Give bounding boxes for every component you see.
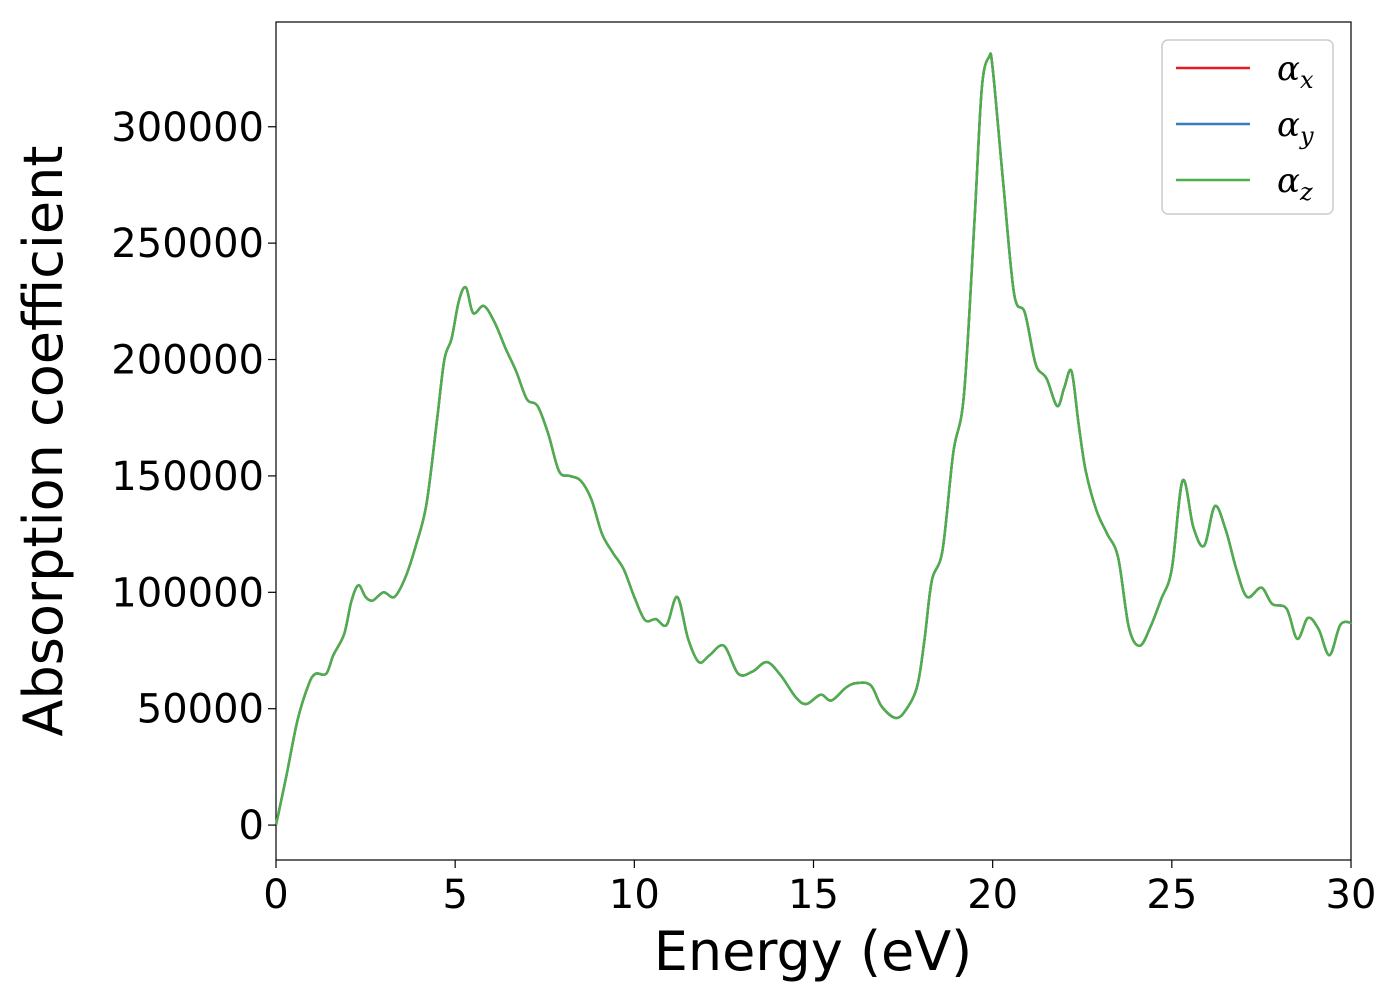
x-axis: 0 5 10 15 20 25 30 <box>263 860 1376 918</box>
legend-label-alpha-x: αx <box>1277 49 1314 94</box>
y-axis: 0 50000 100000 150000 200000 250000 300000 <box>111 105 276 849</box>
y-tick-label: 300000 <box>111 105 264 151</box>
y-tick-label: 0 <box>239 803 264 849</box>
series-line-alpha-z <box>274 52 1352 826</box>
y-tick-label: 100000 <box>111 570 264 616</box>
x-tick-label: 5 <box>442 872 467 918</box>
x-tick-label: 0 <box>263 872 288 918</box>
y-tick-label: 150000 <box>111 454 264 500</box>
x-tick-label: 10 <box>609 872 660 918</box>
x-tick-label: 25 <box>1146 872 1197 918</box>
y-tick-label: 50000 <box>137 687 264 733</box>
x-tick-label: 30 <box>1326 872 1377 918</box>
x-tick-label: 15 <box>788 872 839 918</box>
x-axis-title: Energy (eV) <box>654 920 973 983</box>
y-axis-title: Absorption coefficient <box>12 146 75 737</box>
y-tick-label: 250000 <box>111 221 264 267</box>
x-tick-label: 20 <box>967 872 1018 918</box>
y-tick-label: 200000 <box>111 338 264 384</box>
legend: αx αy αz <box>1161 39 1334 215</box>
series-lines <box>274 52 1352 826</box>
legend-label-alpha-z: αz <box>1277 161 1313 206</box>
legend-frame <box>1161 39 1334 215</box>
legend-label-alpha-y: αy <box>1277 105 1314 150</box>
